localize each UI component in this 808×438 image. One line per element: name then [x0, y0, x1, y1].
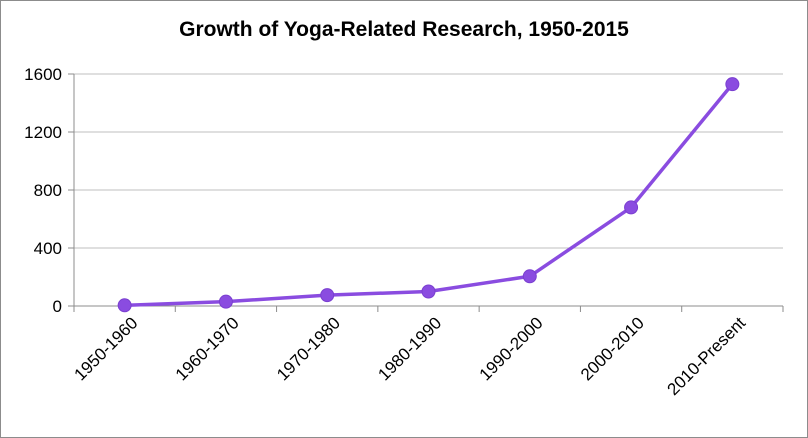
data-point — [624, 200, 639, 215]
data-point — [320, 288, 335, 303]
y-tick-label: 400 — [34, 239, 62, 258]
data-point — [421, 284, 436, 299]
x-tick-label: 1990-2000 — [476, 313, 547, 384]
y-tick-label: 0 — [53, 297, 62, 316]
x-tick-label: 1950-1960 — [71, 313, 142, 384]
x-tick-label: 2000-2010 — [577, 313, 648, 384]
x-tick-label: 1970-1980 — [273, 313, 344, 384]
data-point — [218, 294, 233, 309]
y-tick-label: 800 — [34, 181, 62, 200]
x-tick-label: 1960-1970 — [172, 313, 243, 384]
x-tick-label: 2010-Present — [664, 313, 750, 399]
x-tick-label: 1980-1990 — [374, 313, 445, 384]
series-line — [124, 83, 734, 308]
chart-title: Growth of Yoga-Related Research, 1950-20… — [179, 18, 629, 41]
data-point — [522, 269, 537, 284]
data-point — [117, 298, 132, 313]
y-tick-label: 1200 — [24, 123, 62, 142]
data-point — [725, 77, 740, 92]
y-tick-label: 1600 — [24, 65, 62, 84]
